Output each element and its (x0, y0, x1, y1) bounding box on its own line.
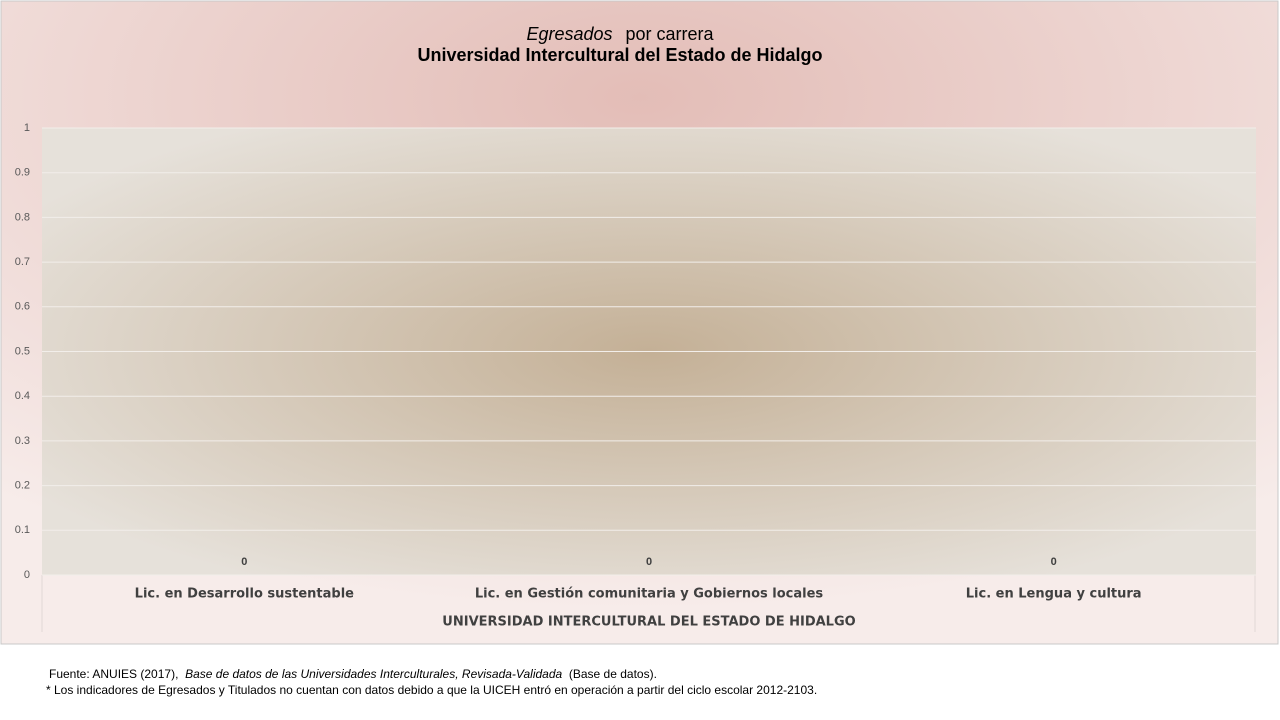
title-text: por carrera (626, 24, 715, 44)
x-tick-label: Lic. en Lengua y cultura (966, 587, 1142, 602)
y-tick-label: 0.8 (15, 211, 30, 223)
source: Fuente: ANUIES (2017), Base de datos de … (46, 666, 817, 682)
notes: Fuente: ANUIES (2017), Base de datos de … (46, 666, 817, 698)
y-tick-label: 0.4 (15, 390, 30, 402)
y-tick-label: 0.6 (15, 301, 30, 313)
x-tick-label: Lic. en Desarrollo sustentable (135, 587, 355, 602)
y-tick-label: 0.9 (15, 167, 30, 179)
data-label: 0 (1051, 556, 1057, 568)
data-label: 0 (241, 556, 247, 568)
chart-title: Egresados por carrera (526, 24, 714, 44)
title-emphasis: Egresados (526, 24, 612, 44)
source-prefix: Fuente: ANUIES (2017), (49, 667, 179, 681)
y-tick-label: 0.5 (15, 345, 30, 357)
source-title: Base de datos de las Universidades Inter… (185, 667, 563, 681)
x-group-label: UNIVERSIDAD INTERCULTURAL DEL ESTADO DE … (442, 615, 855, 630)
source-suffix: (Base de datos). (568, 667, 657, 681)
chart: Egresados por carrera Universidad Interc… (0, 0, 1279, 645)
y-tick-label: 0 (24, 569, 30, 581)
y-tick-label: 1 (24, 122, 30, 134)
y-tick-label: 0.7 (15, 256, 30, 268)
footnote: * Los indicadores de Egresados y Titulad… (46, 683, 818, 697)
chart-subtitle: Universidad Intercultural del Estado de … (417, 45, 822, 65)
y-tick-label: 0.3 (15, 435, 30, 447)
data-label: 0 (646, 556, 652, 568)
y-tick-label: 0.2 (15, 480, 30, 492)
y-tick-label: 0.1 (15, 524, 30, 536)
x-tick-label: Lic. en Gestión comunitaria y Gobiernos … (475, 587, 824, 602)
